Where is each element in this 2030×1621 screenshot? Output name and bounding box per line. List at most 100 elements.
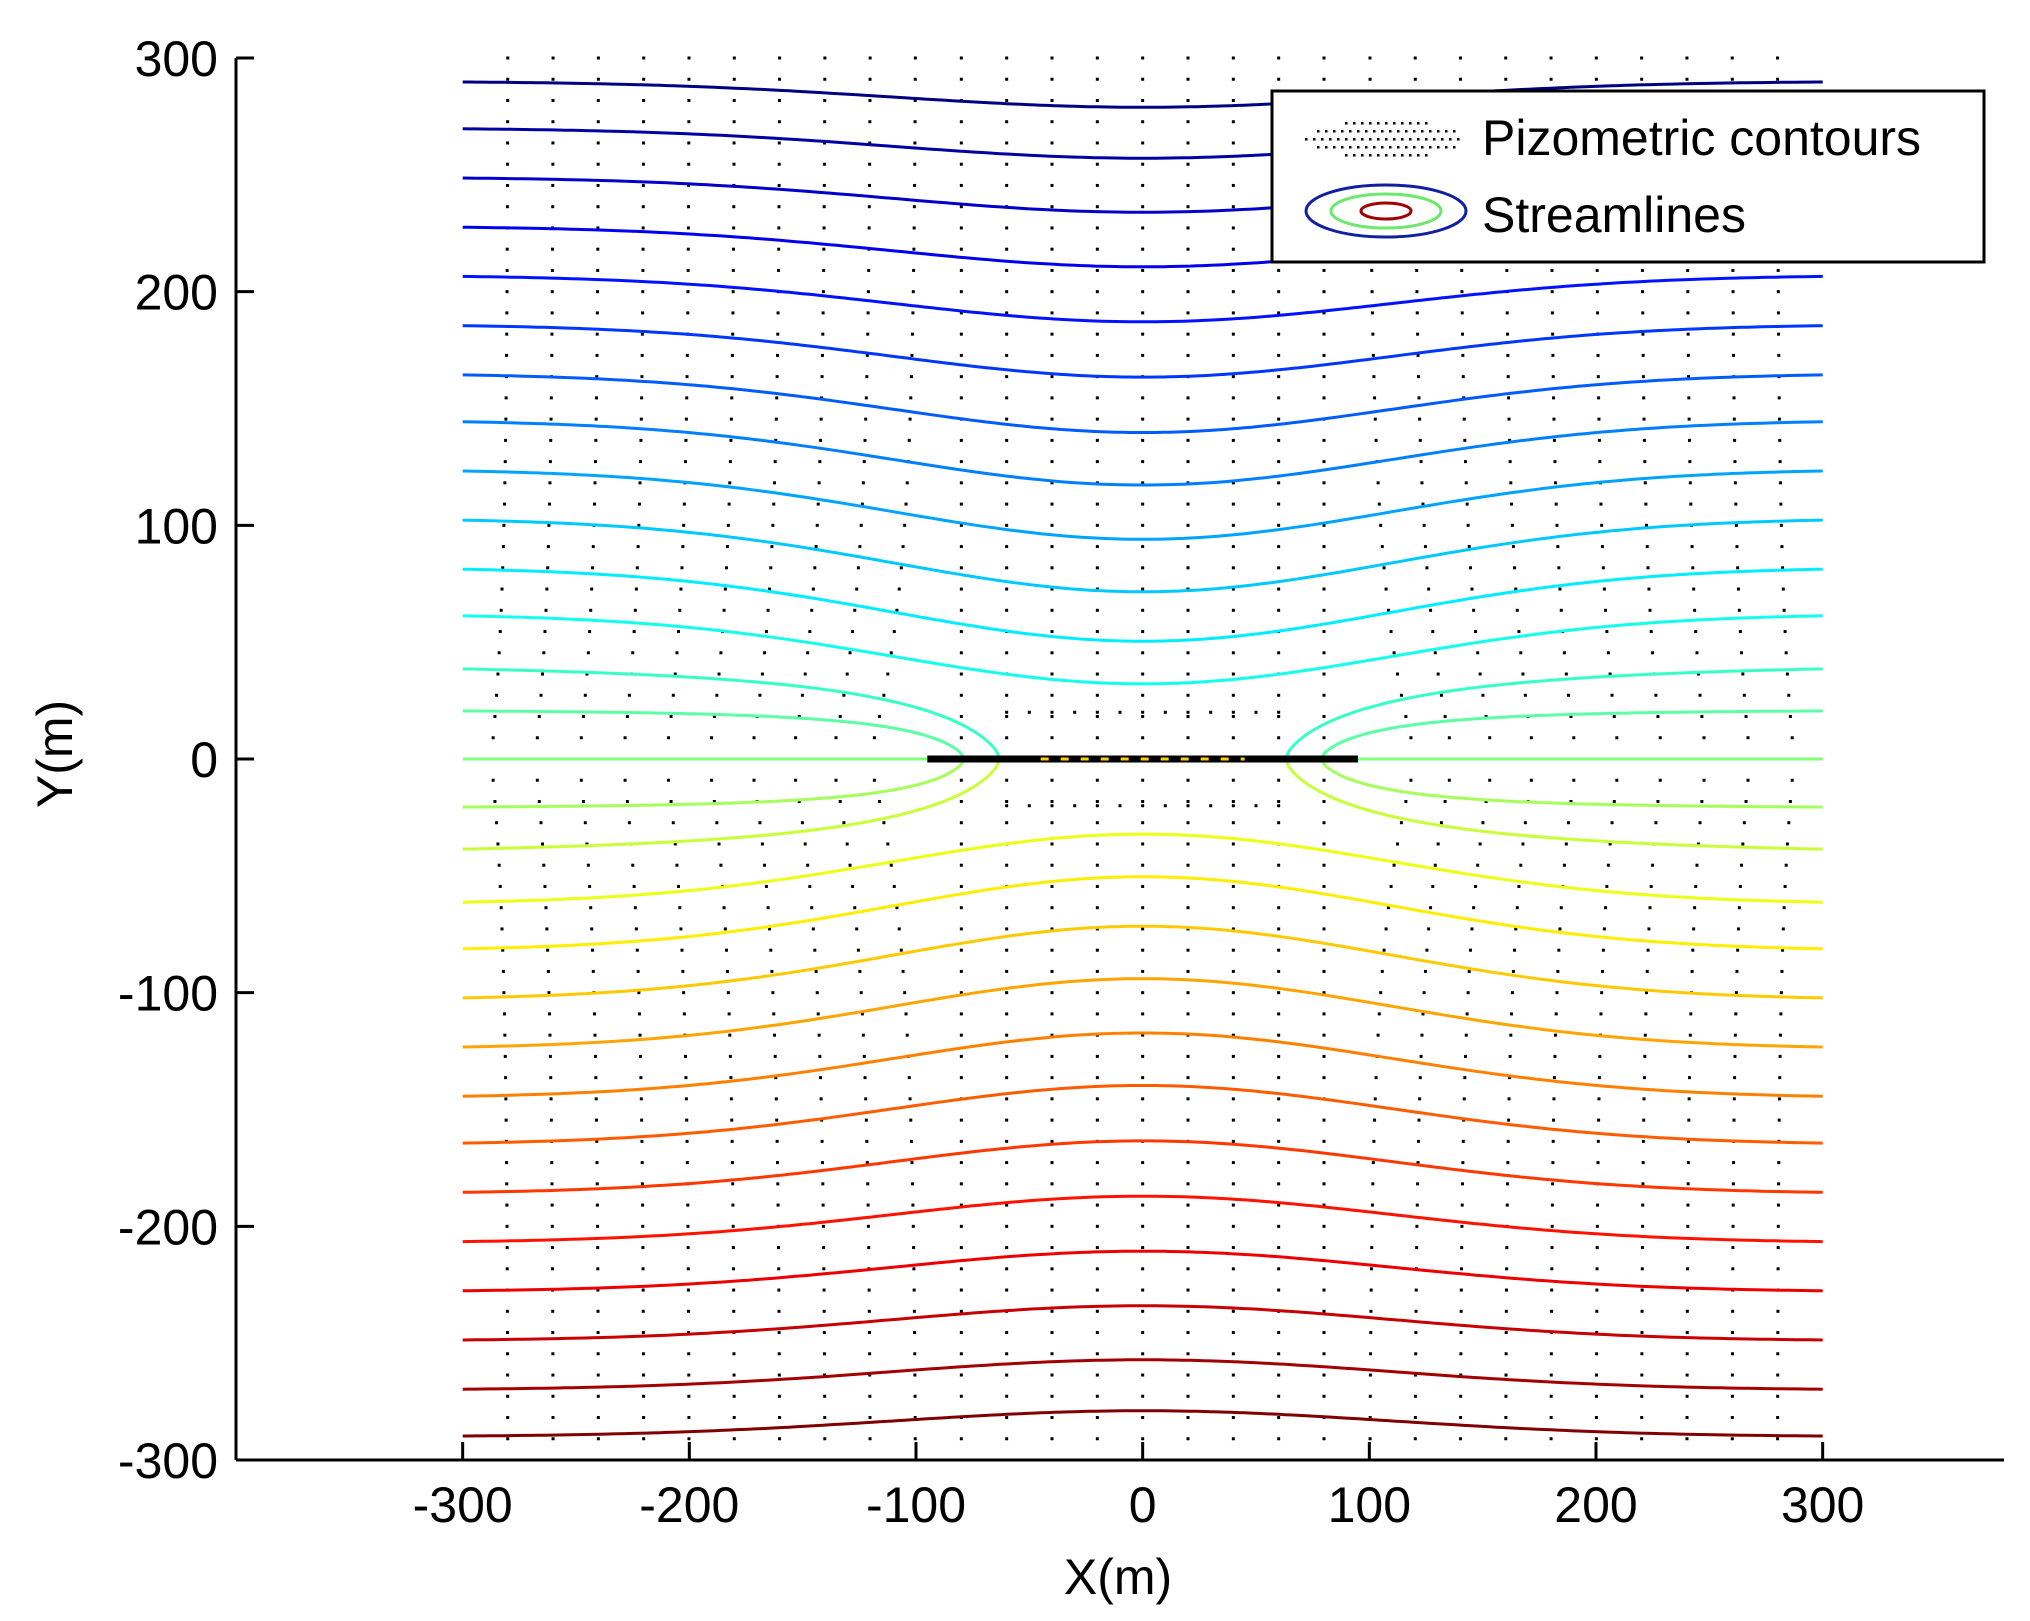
pizometric-dot bbox=[1597, 396, 1601, 400]
pizometric-dot bbox=[1459, 1437, 1463, 1441]
pizometric-dot bbox=[1186, 460, 1190, 464]
pizometric-dot bbox=[1688, 460, 1692, 464]
pizometric-dot bbox=[1602, 587, 1606, 591]
pizometric-contour bbox=[1050, 56, 1054, 1462]
pizometric-dot bbox=[1687, 375, 1691, 379]
pizometric-dot bbox=[1413, 56, 1417, 60]
pizometric-dot bbox=[868, 56, 872, 60]
pizometric-dot bbox=[1050, 268, 1054, 272]
pizometric-dot bbox=[770, 969, 774, 973]
pizometric-dot bbox=[822, 1331, 826, 1335]
legend-dot bbox=[1401, 122, 1404, 125]
pizometric-dot bbox=[1005, 460, 1009, 464]
pizometric-dot bbox=[1506, 353, 1510, 357]
pizometric-dot bbox=[959, 566, 963, 570]
pizometric-dot bbox=[1141, 991, 1145, 995]
pizometric-dot bbox=[1186, 183, 1190, 187]
legend-dot bbox=[1425, 154, 1428, 157]
pizometric-dot bbox=[1050, 1331, 1054, 1335]
pizometric-dot bbox=[631, 651, 635, 655]
pizometric-dot bbox=[1685, 1373, 1689, 1377]
pizometric-dot bbox=[1118, 710, 1122, 714]
pizometric-dot bbox=[1462, 417, 1466, 421]
pizometric-dot bbox=[623, 778, 627, 782]
streamline bbox=[462, 758, 1002, 851]
pizometric-dot bbox=[1005, 141, 1009, 145]
legend-box bbox=[1270, 89, 1986, 264]
streamline bbox=[462, 80, 1823, 109]
pizometric-dot bbox=[1510, 502, 1514, 506]
pizometric-dot bbox=[1461, 1182, 1465, 1186]
pizometric-dot bbox=[642, 120, 646, 124]
pizometric-dot bbox=[1414, 1352, 1418, 1356]
pizometric-dot bbox=[1648, 608, 1652, 612]
pizometric-dot bbox=[1095, 1097, 1099, 1101]
pizometric-dot bbox=[1050, 141, 1054, 145]
x-tick-label: 0 bbox=[1129, 1477, 1157, 1533]
pizometric-dot bbox=[543, 630, 547, 634]
pizometric-dot bbox=[1370, 268, 1374, 272]
pizometric-dot bbox=[1425, 566, 1429, 570]
pizometric-dot bbox=[867, 1331, 871, 1335]
pizometric-dot bbox=[596, 1288, 600, 1292]
legend-dot bbox=[1325, 130, 1328, 133]
pizometric-dot bbox=[504, 396, 508, 400]
pizometric-contour bbox=[1005, 56, 1009, 1462]
pizometric-dot bbox=[1368, 1373, 1372, 1377]
pizometric-dot bbox=[1463, 1054, 1467, 1058]
pizometric-dot bbox=[679, 927, 683, 931]
pizometric-dot bbox=[1559, 906, 1563, 910]
pizometric-dot bbox=[1507, 1097, 1511, 1101]
pizometric-dot bbox=[641, 268, 645, 272]
pizometric-dot bbox=[596, 290, 600, 294]
pizometric-dot bbox=[1231, 523, 1235, 527]
pizometric-dot bbox=[1373, 1097, 1377, 1101]
pizometric-dot bbox=[1549, 56, 1553, 60]
pizometric-dot bbox=[1688, 481, 1692, 485]
pizometric-dot bbox=[913, 1416, 917, 1420]
pizometric-dot bbox=[1095, 1416, 1099, 1420]
pizometric-dot bbox=[732, 1352, 736, 1356]
pizometric-dot bbox=[1600, 545, 1604, 549]
pizometric-dot bbox=[1005, 651, 1009, 655]
pizometric-dot bbox=[909, 375, 913, 379]
pizometric-dot bbox=[959, 736, 963, 740]
pizometric-dot bbox=[1416, 1182, 1420, 1186]
pizometric-dot bbox=[868, 1352, 872, 1356]
pizometric-dot bbox=[1784, 651, 1788, 655]
pizometric-dot bbox=[777, 1246, 781, 1250]
pizometric-dot bbox=[1231, 77, 1235, 81]
pizometric-dot bbox=[1550, 290, 1554, 294]
pizometric-dot bbox=[1640, 77, 1644, 81]
pizometric-dot bbox=[686, 1267, 690, 1271]
pizometric-dot bbox=[1141, 1416, 1145, 1420]
pizometric-dot bbox=[596, 1394, 600, 1398]
pizometric-dot bbox=[730, 396, 734, 400]
legend-dot bbox=[1393, 154, 1396, 157]
pizometric-dot bbox=[1596, 1161, 1600, 1165]
pizometric-dot bbox=[1474, 630, 1478, 634]
pizometric-dot bbox=[727, 1012, 731, 1016]
pizometric-dot bbox=[640, 375, 644, 379]
pizometric-dot bbox=[1186, 991, 1190, 995]
pizometric-dot bbox=[1785, 842, 1789, 846]
pizometric-dot bbox=[959, 842, 963, 846]
pizometric-dot bbox=[593, 481, 597, 485]
pizometric-dot bbox=[886, 672, 890, 676]
pizometric-dot bbox=[535, 736, 539, 740]
pizometric-dot bbox=[912, 268, 916, 272]
pizometric-dot bbox=[1095, 1203, 1099, 1207]
pizometric-dot bbox=[1005, 710, 1009, 714]
pizometric-dot bbox=[1417, 1118, 1421, 1122]
pizometric-dot bbox=[669, 799, 673, 803]
pizometric-dot bbox=[551, 205, 555, 209]
pizometric-dot bbox=[537, 799, 541, 803]
pizometric-dot bbox=[1776, 1437, 1780, 1441]
pizometric-dot bbox=[865, 1139, 869, 1143]
pizometric-dot bbox=[1790, 778, 1794, 782]
pizometric-dot bbox=[1776, 290, 1780, 294]
pizometric-dot bbox=[1551, 1139, 1555, 1143]
pizometric-dot bbox=[1504, 1331, 1508, 1335]
pizometric-dot bbox=[1231, 1033, 1235, 1037]
pizometric-dot bbox=[1231, 1012, 1235, 1016]
